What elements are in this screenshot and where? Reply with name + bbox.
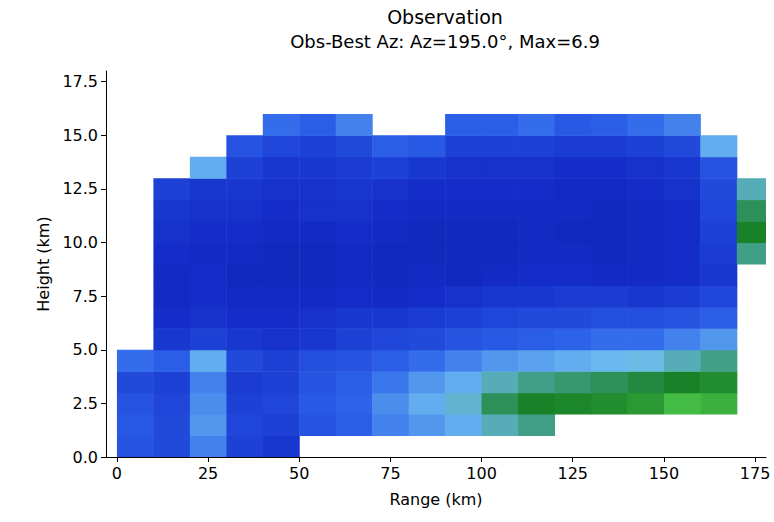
svg-text:Range (km): Range (km) — [389, 490, 482, 509]
svg-text:125: 125 — [557, 464, 588, 483]
svg-text:75: 75 — [380, 464, 400, 483]
svg-text:150: 150 — [649, 464, 680, 483]
svg-text:7.5: 7.5 — [73, 287, 98, 306]
svg-text:100: 100 — [466, 464, 497, 483]
svg-text:15.0: 15.0 — [62, 126, 98, 145]
svg-text:0.0: 0.0 — [73, 448, 98, 467]
svg-text:Observation: Observation — [387, 6, 503, 28]
svg-text:10.0: 10.0 — [62, 233, 98, 252]
svg-text:Height (km): Height (km) — [34, 216, 53, 311]
svg-text:Obs-Best Az: Az=195.0°, Max=6.: Obs-Best Az: Az=195.0°, Max=6.9 — [290, 31, 600, 52]
svg-text:2.5: 2.5 — [73, 394, 98, 413]
svg-text:50: 50 — [289, 464, 309, 483]
svg-text:175: 175 — [740, 464, 771, 483]
svg-text:25: 25 — [198, 464, 218, 483]
svg-text:12.5: 12.5 — [62, 179, 98, 198]
svg-text:0: 0 — [112, 464, 122, 483]
svg-text:5.0: 5.0 — [73, 340, 98, 359]
svg-text:17.5: 17.5 — [62, 72, 98, 91]
